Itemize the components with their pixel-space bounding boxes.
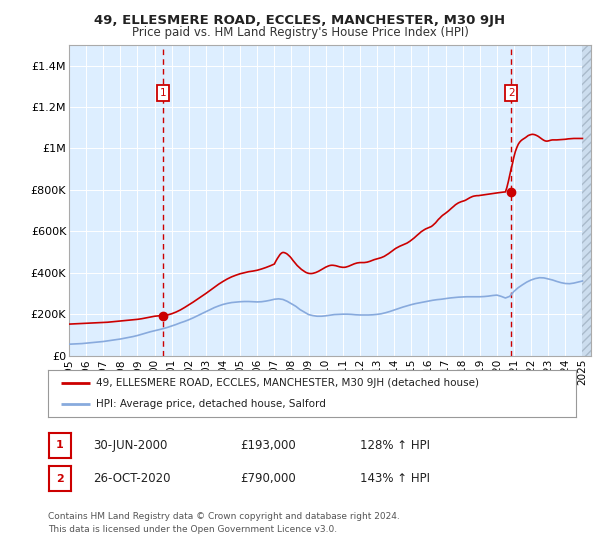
Text: Contains HM Land Registry data © Crown copyright and database right 2024.
This d: Contains HM Land Registry data © Crown c… bbox=[48, 512, 400, 534]
Bar bbox=[583, 45, 591, 356]
Text: 30-JUN-2000: 30-JUN-2000 bbox=[93, 438, 167, 452]
Text: HPI: Average price, detached house, Salford: HPI: Average price, detached house, Salf… bbox=[95, 399, 325, 409]
Text: Price paid vs. HM Land Registry's House Price Index (HPI): Price paid vs. HM Land Registry's House … bbox=[131, 26, 469, 39]
Text: 1: 1 bbox=[160, 88, 166, 98]
Text: £193,000: £193,000 bbox=[240, 438, 296, 452]
Text: 2: 2 bbox=[56, 474, 64, 484]
Text: 49, ELLESMERE ROAD, ECCLES, MANCHESTER, M30 9JH (detached house): 49, ELLESMERE ROAD, ECCLES, MANCHESTER, … bbox=[95, 378, 479, 388]
Text: 2: 2 bbox=[508, 88, 514, 98]
Text: 26-OCT-2020: 26-OCT-2020 bbox=[93, 472, 170, 486]
Text: 128% ↑ HPI: 128% ↑ HPI bbox=[360, 438, 430, 452]
Text: 1: 1 bbox=[56, 440, 64, 450]
Text: 49, ELLESMERE ROAD, ECCLES, MANCHESTER, M30 9JH: 49, ELLESMERE ROAD, ECCLES, MANCHESTER, … bbox=[94, 14, 506, 27]
Text: 143% ↑ HPI: 143% ↑ HPI bbox=[360, 472, 430, 486]
Text: £790,000: £790,000 bbox=[240, 472, 296, 486]
